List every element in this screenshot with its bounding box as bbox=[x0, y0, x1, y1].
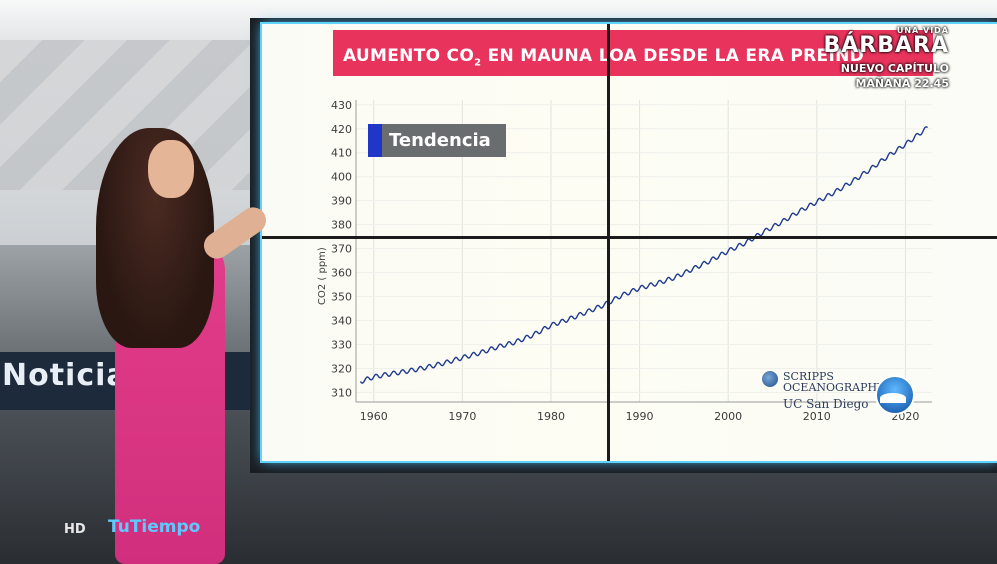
legend-chip bbox=[368, 124, 506, 157]
y-tick-label: 310 bbox=[331, 386, 352, 399]
x-tick-label: 1970 bbox=[448, 410, 476, 423]
chart-title-part2: EN MAUNA LOA DESDE LA ERA PREIND bbox=[481, 46, 865, 66]
chart-title: AUMENTO CO2 EN MAUNA LOA DESDE LA ERA PR… bbox=[343, 46, 864, 68]
scripps-globe-icon bbox=[762, 371, 778, 387]
y-tick-label: 340 bbox=[331, 315, 352, 328]
video-wall-screen bbox=[262, 24, 997, 461]
y-tick-label: 380 bbox=[331, 219, 352, 232]
y-tick-label: 320 bbox=[331, 362, 352, 375]
x-tick-label: 1960 bbox=[360, 410, 388, 423]
noaa-wave-icon bbox=[880, 393, 906, 403]
chart-title-bar bbox=[333, 30, 933, 76]
y-tick-label: 370 bbox=[331, 243, 352, 256]
legend-swatch bbox=[368, 124, 382, 157]
y-tick-label: 350 bbox=[331, 291, 352, 304]
scripps-logo: SCRIPPS OCEANOGRAPHY bbox=[763, 371, 884, 393]
y-tick-label: 400 bbox=[331, 171, 352, 184]
video-wall-seam-vertical bbox=[607, 24, 610, 461]
legend-label: Tendencia bbox=[389, 130, 491, 151]
co2-trend-line bbox=[359, 126, 929, 384]
scripps-logo-line1: SCRIPPS bbox=[783, 370, 834, 383]
y-tick-label: 420 bbox=[331, 123, 352, 136]
promo-title: BÁRBARA bbox=[823, 33, 949, 58]
promo-line2: MAÑANA 22.45 bbox=[855, 77, 949, 90]
promo-small: UNA VIDA bbox=[896, 26, 949, 35]
channel-logo: TuTiempo bbox=[108, 517, 201, 537]
y-tick-label: 330 bbox=[331, 338, 352, 351]
x-tick-label: 2000 bbox=[714, 410, 742, 423]
y-axis-label: CO2 ( ppm) bbox=[317, 247, 328, 305]
scripps-logo-line2: OCEANOGRAPHY bbox=[783, 381, 885, 394]
chart-title-subscript: 2 bbox=[474, 57, 482, 69]
x-tick-label: 2010 bbox=[803, 410, 831, 423]
hd-badge: HD bbox=[64, 522, 86, 537]
x-tick-label: 1990 bbox=[626, 410, 654, 423]
video-wall-seam-horizontal bbox=[262, 236, 997, 239]
y-tick-label: 410 bbox=[331, 147, 352, 160]
y-tick-label: 430 bbox=[331, 99, 352, 112]
promo-line1: NUEVO CAPÍTULO bbox=[840, 62, 949, 75]
presenter-face bbox=[148, 140, 194, 198]
ucsd-logo: UC San Diego bbox=[783, 397, 869, 411]
program-promo: UNA VIDA BÁRBARA NUEVO CAPÍTULO MAÑANA 2… bbox=[824, 26, 950, 90]
chart-title-part1: AUMENTO CO bbox=[343, 46, 475, 66]
x-tick-label: 1980 bbox=[537, 410, 565, 423]
y-tick-label: 390 bbox=[331, 195, 352, 208]
y-tick-label: 360 bbox=[331, 267, 352, 280]
